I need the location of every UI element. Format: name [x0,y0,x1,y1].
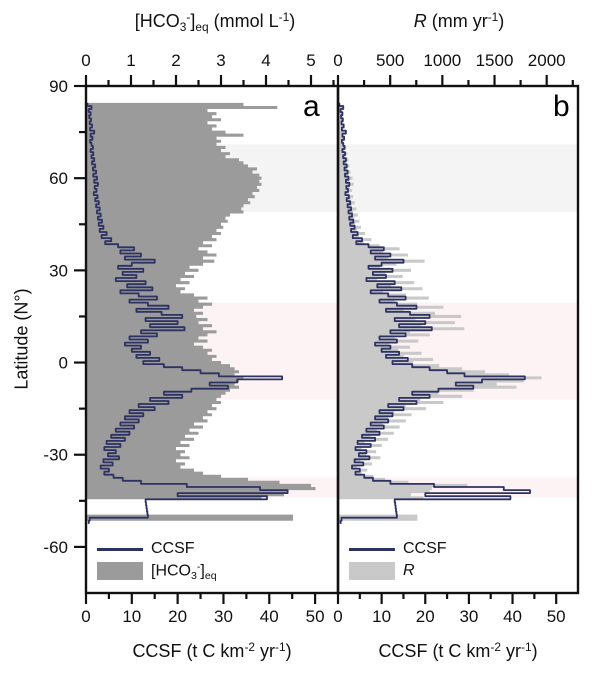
tick-label: 10 [122,607,141,626]
tick-label: 20 [416,607,435,626]
tick-label: -60 [43,538,68,557]
tick-label: 1500 [476,51,514,70]
tick-label: 1 [126,51,135,70]
tick-label: 30 [49,261,68,280]
panel-letter-b: b [553,90,570,123]
panel-letter-a: a [303,90,320,123]
tick-label: 40 [260,607,279,626]
tick-label: 2 [171,51,180,70]
ccsf-line-swatch [97,547,143,551]
latitude-band [339,144,577,212]
tick-label: 20 [168,607,187,626]
legend-label-hco3: [HCO3-]eq [151,560,217,582]
tick-label: -30 [43,446,68,465]
tick-label: 0 [81,51,90,70]
panel-frame [336,84,580,595]
hco3-area-swatch [97,562,143,580]
tick-label: 0 [59,354,68,373]
tick-label: 0 [333,607,342,626]
tick-label: 90 [49,77,68,96]
y-axis-title: Latitude (N°) [11,288,32,390]
tick-label: 10 [372,607,391,626]
tick-label: 1000 [423,51,461,70]
panel-a-top-axis-title: [HCO3-]eq (mmol L-1) [134,10,296,35]
tick-label: 0 [81,607,90,626]
runoff-area-series [339,102,542,521]
panel-a-plot [87,102,316,524]
legend-item-ccsf: CCSF [349,538,447,560]
tick-label: 5 [306,51,315,70]
panel-b-bottom-axis-title: CCSF (t C km-2 yr-1) [378,640,538,661]
tick-label: 30 [459,607,478,626]
tick-label: 60 [49,169,68,188]
panel-b-legend: CCSF R [349,538,447,582]
tick-label: 2000 [528,51,566,70]
legend-label-ccsf: CCSF [403,540,447,557]
panel-b-plot [339,102,542,524]
tick-label: 50 [306,607,325,626]
ccsf-line-series-b [339,102,531,524]
tick-label: 4 [261,51,270,70]
panel-a-bottom-axis-title: CCSF (t C km-2 yr-1) [132,640,292,661]
tick-label: 30 [214,607,233,626]
tick-label: 40 [503,607,522,626]
tick-label: 3 [216,51,225,70]
tick-label: 500 [376,51,404,70]
legend-label-runoff: R [403,562,415,579]
tick-label: 0 [333,51,342,70]
panel-a-legend: CCSF [HCO3-]eq [97,538,217,582]
ccsf-line-series-a [87,102,289,524]
runoff-area-swatch [349,562,395,580]
legend-item-hco3: [HCO3-]eq [97,560,217,582]
tick-label: 50 [547,607,566,626]
legend-item-runoff: R [349,560,447,582]
legend-item-ccsf: CCSF [97,538,217,560]
legend-label-ccsf: CCSF [151,540,195,557]
panel-b-top-axis-title: R (mm yr-1) [413,10,505,31]
ccsf-line-swatch [349,547,395,551]
